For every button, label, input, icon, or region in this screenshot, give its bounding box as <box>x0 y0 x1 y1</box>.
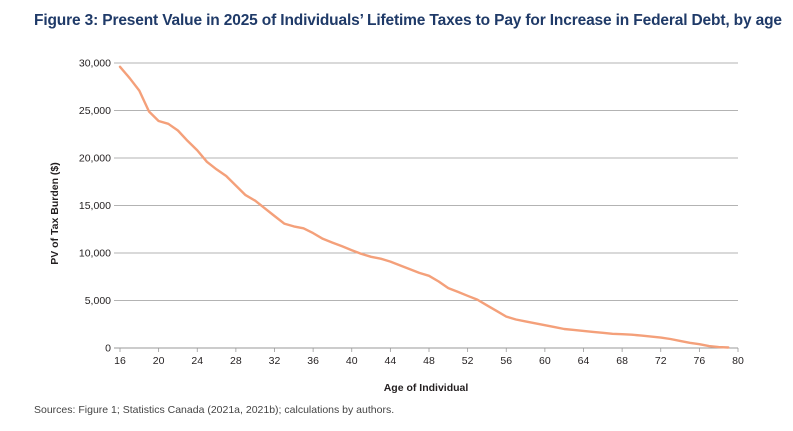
y-tick-label: 20,000 <box>79 153 111 165</box>
x-axis-title: Age of Individual <box>384 382 469 394</box>
y-tick-label: 5,000 <box>85 295 111 307</box>
x-tick-label: 76 <box>694 355 706 367</box>
y-axis-title: PV of Tax Burden ($) <box>49 162 61 264</box>
y-tick-label: 10,000 <box>79 248 111 260</box>
x-tick-label: 20 <box>153 355 165 367</box>
x-tick-label: 28 <box>230 355 242 367</box>
x-tick-label: 24 <box>191 355 203 367</box>
x-tick-label: 52 <box>462 355 474 367</box>
y-tick-label: 0 <box>105 343 111 355</box>
x-tick-label: 16 <box>114 355 126 367</box>
x-tick-label: 72 <box>655 355 667 367</box>
x-tick-label: 56 <box>500 355 512 367</box>
gridlines <box>114 62 738 349</box>
x-tick-label: 60 <box>539 355 551 367</box>
y-tick-label: 25,000 <box>79 105 111 117</box>
source-note: Sources: Figure 1; Statistics Canada (20… <box>34 404 395 416</box>
x-tick-label: 68 <box>616 355 628 367</box>
y-tick-label: 30,000 <box>79 58 111 70</box>
x-tick-label: 44 <box>385 355 397 367</box>
series-line-pv-tax-burden <box>118 65 730 349</box>
y-tick-label: 15,000 <box>79 200 111 212</box>
x-tick-label: 40 <box>346 355 358 367</box>
x-tick-label: 64 <box>578 355 590 367</box>
x-tick-label: 80 <box>732 355 744 367</box>
x-tick-label: 32 <box>269 355 281 367</box>
x-tick-label: 48 <box>423 355 435 367</box>
x-tick-label: 36 <box>307 355 319 367</box>
y-axis-ticks: 0 5,000 10,000 15,000 20,000 25,000 30,000 <box>79 58 111 355</box>
x-axis-ticks: 16 20 24 28 32 36 40 44 48 52 56 60 64 68 72 76 80 <box>114 348 744 367</box>
chart-title: Figure 3: Present Value in 2025 of Indiv… <box>34 12 782 29</box>
